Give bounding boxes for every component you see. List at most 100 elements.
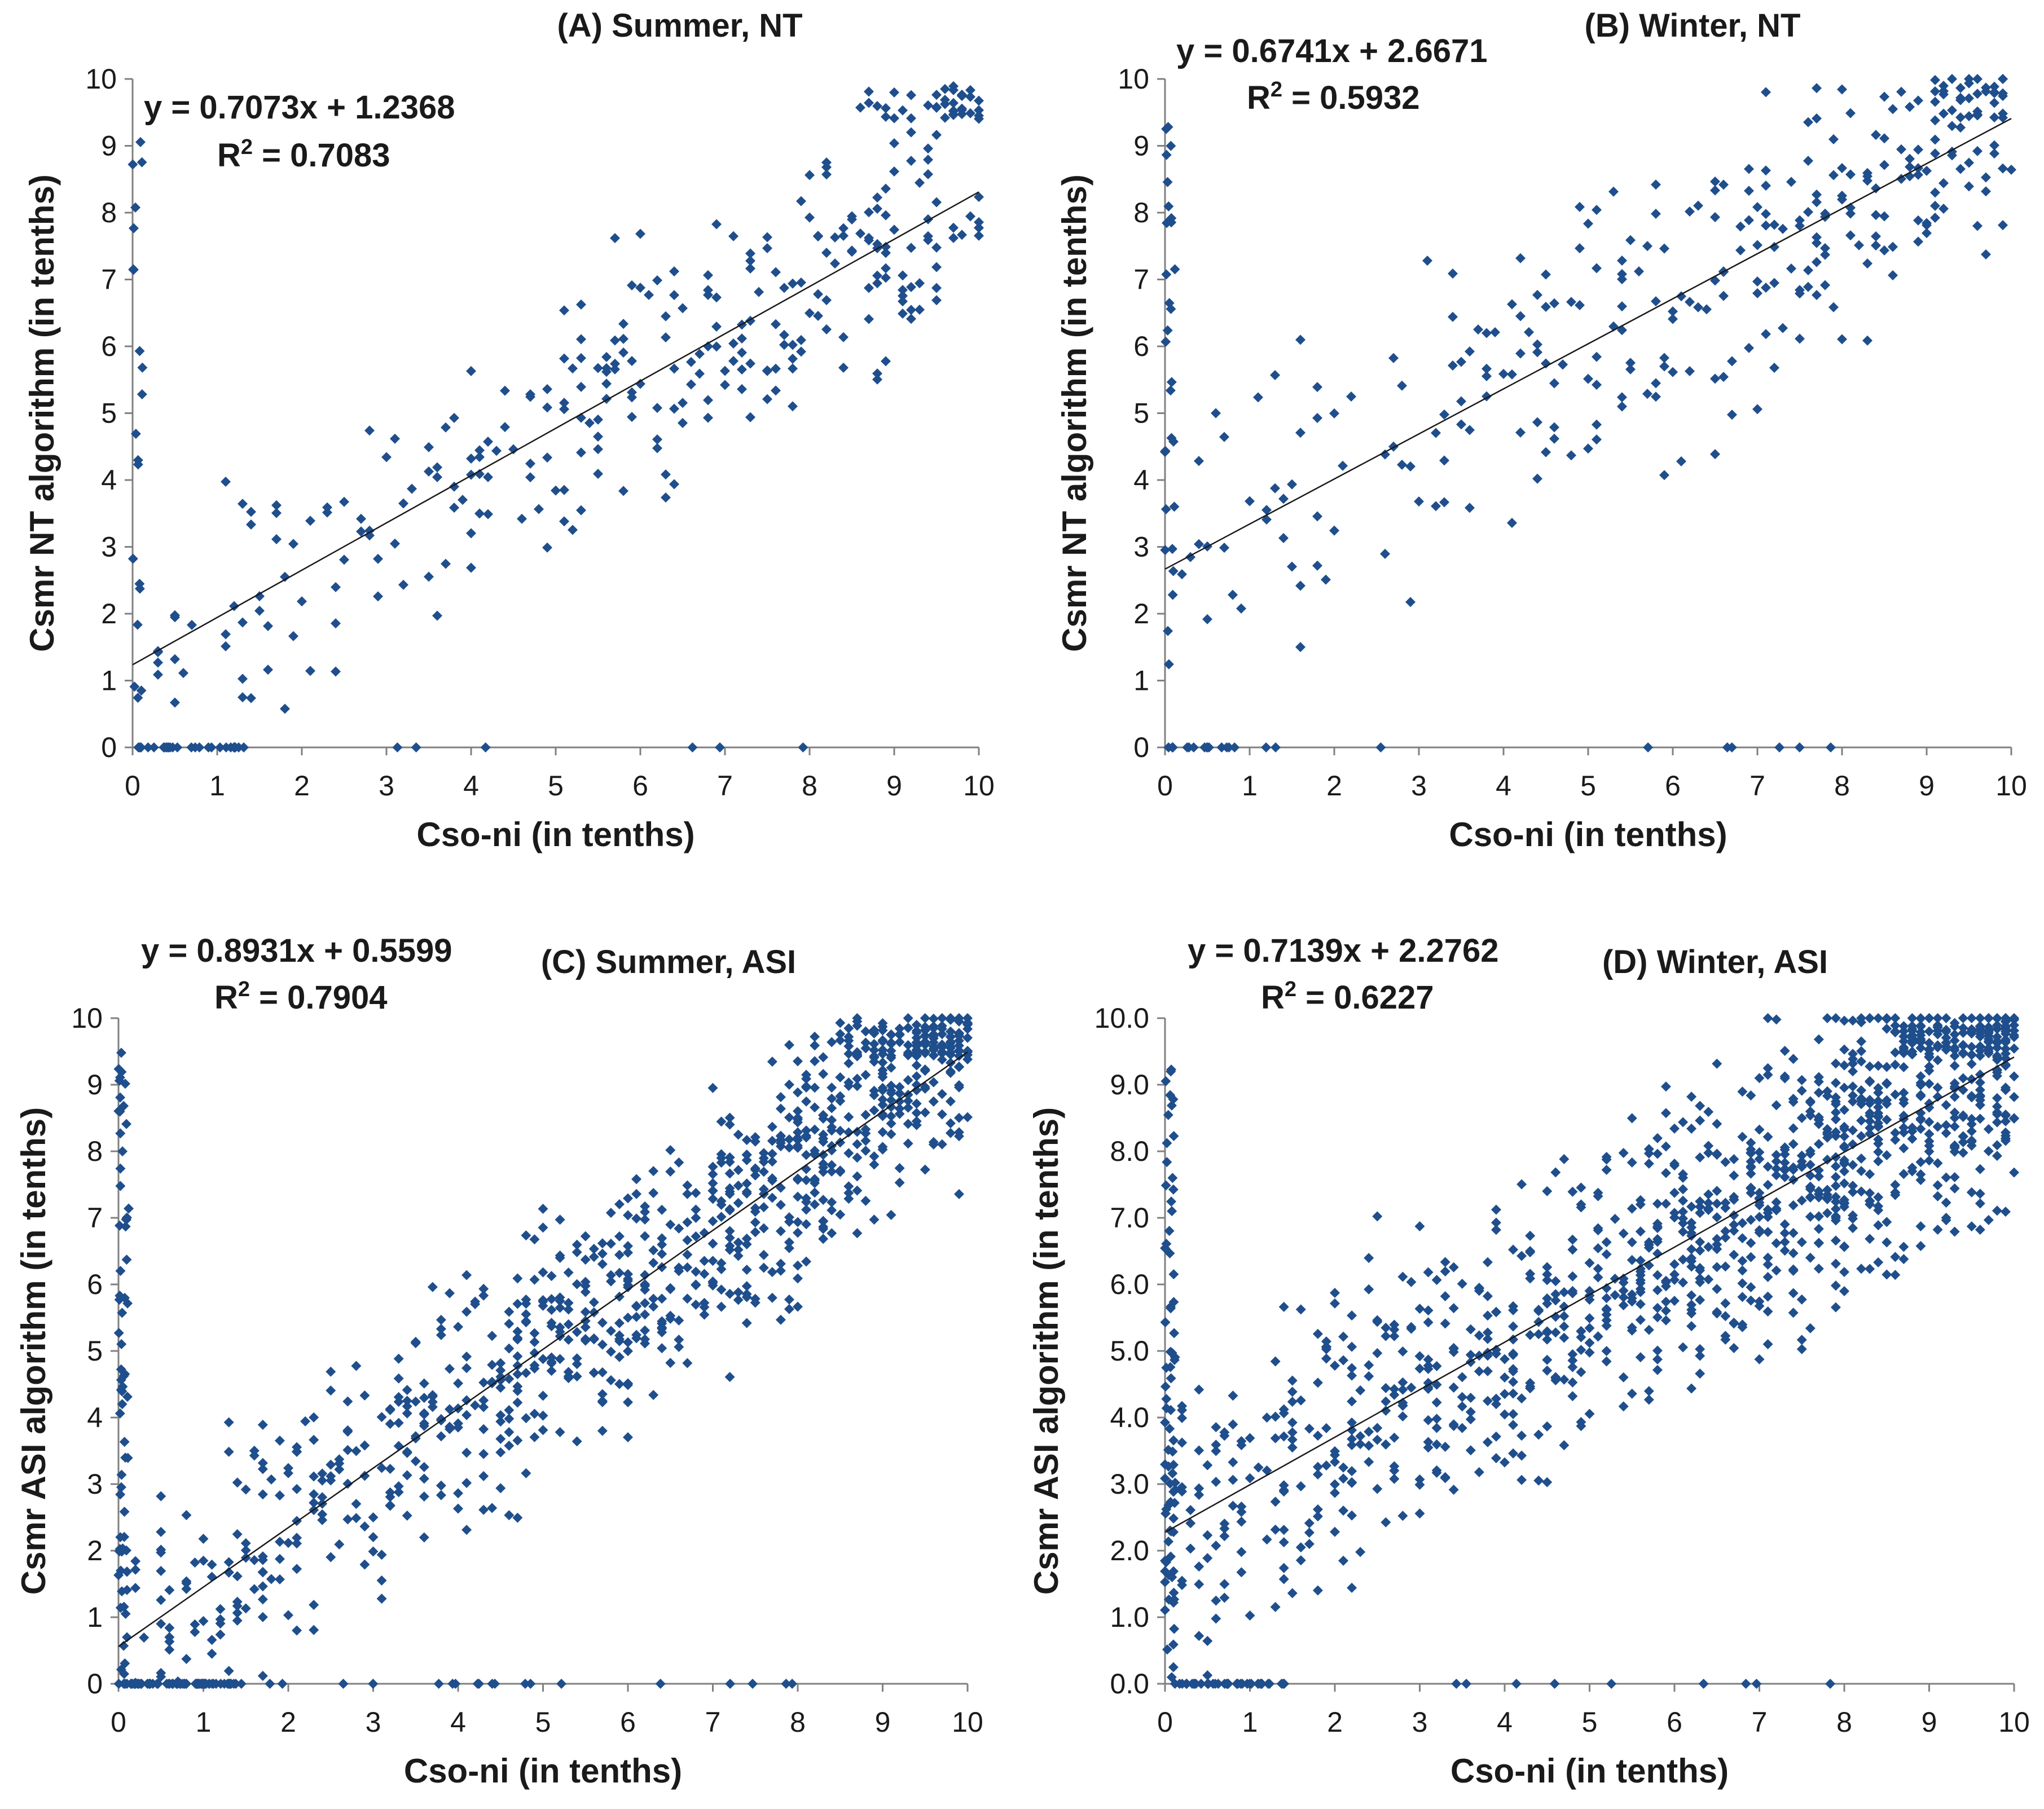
scatter-point: [703, 341, 713, 351]
scatter-point: [1712, 1058, 1722, 1069]
scatter-point: [1865, 1116, 1875, 1126]
scatter-point: [1541, 269, 1551, 280]
scatter-point: [614, 1352, 625, 1362]
scatter-point: [1668, 306, 1678, 317]
scatter-point: [1500, 1372, 1510, 1383]
scatter-point: [1669, 1123, 1680, 1134]
scatter-point: [788, 340, 798, 350]
scatter-point: [657, 1316, 667, 1327]
r-squared: R2 = 0.7083: [217, 135, 390, 174]
scatter-point: [818, 1167, 829, 1177]
scatter-point: [1525, 1245, 1536, 1256]
scatter-point: [1805, 1191, 1816, 1202]
scatter-point: [1825, 742, 1836, 752]
scatter-point: [886, 1045, 896, 1056]
scatter-point: [1397, 459, 1407, 470]
scatter-point: [1845, 108, 1856, 118]
scatter-point: [707, 1238, 718, 1249]
scatter-point: [640, 1298, 650, 1309]
scatter-point: [1941, 1013, 1951, 1023]
scatter-point: [724, 1183, 735, 1194]
scatter-point: [597, 1248, 608, 1259]
scatter-point: [1786, 263, 1796, 274]
scatter-point: [546, 1366, 557, 1376]
scatter-point: [1754, 1212, 1765, 1222]
scatter-point: [1746, 1148, 1756, 1159]
scatter-point: [657, 1233, 667, 1244]
scatter-point: [116, 1469, 127, 1480]
scatter-point: [450, 1679, 461, 1689]
scatter-point: [1593, 1264, 1603, 1274]
scatter-point: [894, 1088, 905, 1099]
scatter-point: [745, 263, 755, 274]
scatter-point: [1718, 372, 1729, 382]
scatter-point: [1803, 265, 1813, 276]
scatter-point: [173, 1676, 183, 1687]
scatter-point: [928, 1023, 939, 1033]
scatter-point: [223, 1446, 234, 1457]
scatter-point: [784, 1040, 794, 1050]
scatter-point: [1862, 258, 1872, 269]
scatter-point: [597, 1317, 608, 1328]
scatter-point: [1270, 1497, 1281, 1507]
y-tick-label: 9.0: [1110, 1069, 1149, 1101]
scatter-point: [610, 364, 620, 375]
scatter-point: [1981, 249, 1991, 259]
scatter-point: [1685, 297, 1695, 307]
scatter-point: [292, 1625, 302, 1636]
scatter-point: [827, 1093, 837, 1104]
scatter-point: [1915, 1090, 1926, 1101]
scatter-point: [1253, 392, 1263, 403]
scatter-point: [1608, 186, 1619, 197]
scatter-point: [1873, 1147, 1884, 1157]
scatter-point: [1938, 178, 1949, 188]
scatter-point: [576, 334, 586, 345]
scatter-point: [1202, 1670, 1213, 1680]
scatter-point: [221, 476, 231, 487]
scatter-point: [1955, 95, 1966, 105]
scatter-point: [512, 1299, 523, 1309]
scatter-point: [215, 1614, 226, 1625]
scatter-point: [1735, 221, 1746, 232]
scatter-point: [852, 1016, 863, 1027]
scatter-point: [1972, 74, 1983, 84]
scatter-point: [1389, 1331, 1400, 1341]
scatter-point: [156, 1491, 166, 1502]
scatter-point: [1448, 268, 1458, 279]
scatter-point: [1541, 358, 1551, 369]
scatter-point: [1364, 1371, 1374, 1381]
scatter-point: [156, 1526, 166, 1537]
scatter-point: [691, 1212, 701, 1223]
scatter-point: [953, 1016, 964, 1027]
scatter-point: [1966, 1050, 1977, 1060]
scatter-point: [669, 363, 679, 374]
scatter-point: [1932, 1191, 1943, 1201]
scatter-point: [1873, 1257, 1884, 1267]
scatter-point: [240, 1603, 251, 1614]
scatter-point: [495, 1416, 506, 1427]
scatter-point: [1729, 1194, 1739, 1205]
scatter-point: [1915, 1113, 1926, 1124]
scatter-point: [898, 105, 908, 116]
scatter-point: [1312, 1328, 1323, 1339]
scatter-point: [1762, 1271, 1773, 1282]
scatter-point: [810, 1082, 820, 1093]
scatter-point: [674, 1157, 684, 1168]
scatter-point: [1253, 1462, 1264, 1473]
scatter-point: [810, 1187, 820, 1198]
scatter-point: [1542, 1421, 1553, 1432]
scatter-point: [257, 1671, 268, 1682]
scatter-point: [1194, 1483, 1205, 1494]
scatter-point: [1312, 511, 1322, 522]
scatter-point: [810, 1124, 820, 1135]
scatter-point: [894, 1037, 905, 1047]
scatter-point: [115, 1532, 126, 1543]
scatter-point: [1695, 1201, 1705, 1212]
scatter-point: [1347, 1310, 1357, 1321]
scatter-point: [1593, 1223, 1603, 1234]
scatter-point: [707, 1194, 718, 1204]
scatter-point: [1287, 1396, 1298, 1407]
scatter-point: [1882, 1023, 1892, 1034]
scatter-point: [1372, 1211, 1383, 1222]
scatter-point: [813, 311, 823, 322]
